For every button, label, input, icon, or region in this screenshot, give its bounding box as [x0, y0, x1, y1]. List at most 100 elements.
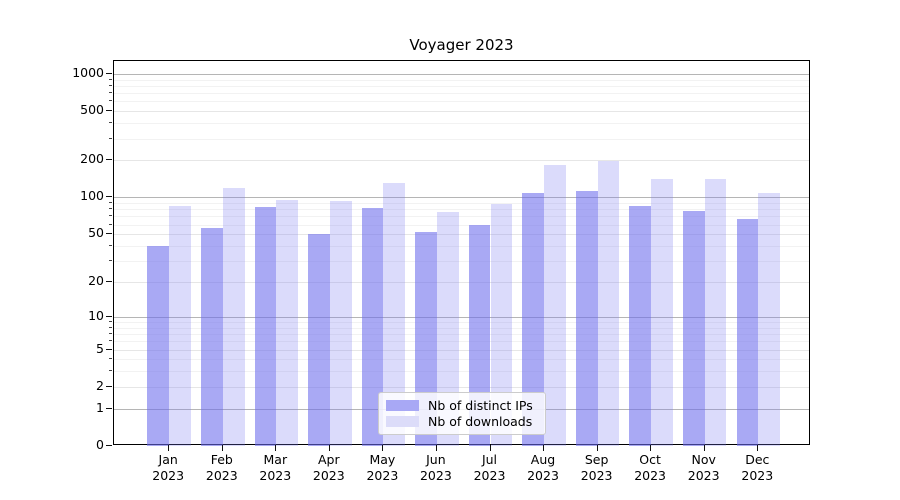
x-tick-label-month: Apr: [317, 452, 340, 467]
y-tick: [106, 348, 112, 350]
x-tick-label-year: 2023: [312, 467, 345, 483]
y-minor-tick: [109, 208, 112, 210]
bar-downloads-may: [383, 183, 406, 446]
bar-distinct-ips-feb: [200, 228, 223, 446]
y-minor-tick: [109, 84, 112, 86]
y-tick: [106, 159, 112, 161]
gridline-minor: [114, 209, 809, 211]
x-tick-label-month: Jan: [158, 452, 178, 467]
bar-distinct-ips-may: [361, 208, 384, 446]
y-minor-tick: [109, 100, 112, 102]
x-tick-label-year: 2023: [419, 467, 452, 483]
x-tick-label-month: Jul: [481, 452, 498, 467]
x-tick: [328, 445, 330, 451]
x-tick: [543, 445, 544, 451]
bar-downloads-mar: [276, 200, 299, 446]
x-tick-label-month: May: [369, 452, 396, 467]
legend-item-distinct-ips: Nb of distinct IPs: [386, 398, 537, 413]
y-minor-tick: [109, 92, 112, 94]
bar-downloads-nov: [704, 179, 727, 446]
bar-distinct-ips-apr: [308, 234, 330, 446]
y-minor-tick: [109, 78, 112, 80]
y-tick-label: 50: [88, 225, 104, 241]
x-tick-label-month: Oct: [639, 452, 661, 467]
bar-downloads-jul: [490, 204, 513, 446]
x-tick: [435, 445, 437, 451]
x-tick: [489, 445, 491, 451]
gridline-decade: [114, 73, 809, 75]
gridline: [114, 234, 809, 236]
y-tick: [106, 196, 112, 198]
y-minor-tick: [109, 321, 112, 322]
y-minor-tick: [109, 137, 112, 139]
x-tick-label-year: 2023: [741, 467, 774, 483]
gridline-minor: [114, 322, 809, 323]
x-tick: [275, 445, 277, 451]
x-tick-label-month: Jun: [426, 452, 446, 467]
gridline: [114, 111, 809, 113]
gridline-minor: [114, 79, 809, 81]
x-tick: [757, 445, 759, 451]
bar-downloads-oct: [651, 179, 673, 446]
gridline-minor: [114, 85, 809, 87]
y-tick: [106, 315, 112, 317]
x-tick-label-year: 2023: [152, 467, 185, 483]
bar-distinct-ips-dec: [736, 218, 759, 446]
y-minor-tick: [109, 122, 112, 124]
gridline-decade: [114, 316, 809, 318]
gridline-minor: [114, 261, 809, 262]
bar-downloads-jan: [169, 206, 191, 446]
bar-distinct-ips-mar: [254, 207, 277, 446]
x-tick-label-year: 2023: [634, 467, 666, 483]
y-minor-tick: [109, 358, 112, 360]
y-tick: [106, 385, 112, 387]
gridline-minor: [114, 334, 809, 335]
legend-label-distinct-ips: Nb of distinct IPs: [428, 398, 533, 413]
x-tick: [596, 445, 598, 451]
legend: Nb of distinct IPs Nb of downloads: [378, 392, 546, 435]
bar-distinct-ips-nov: [682, 210, 705, 446]
gridline-minor: [114, 123, 809, 125]
y-tick-label: 1000: [72, 64, 104, 80]
gridline: [114, 386, 809, 388]
y-minor-tick: [109, 202, 112, 203]
gridline-minor: [114, 138, 809, 140]
y-tick-label: 5: [96, 340, 104, 356]
legend-item-downloads: Nb of downloads: [386, 414, 537, 429]
bar-downloads-jun: [436, 212, 459, 446]
y-minor-tick: [109, 245, 112, 246]
bar-distinct-ips-jan: [147, 246, 170, 446]
x-tick-label-year: 2023: [366, 467, 399, 483]
x-tick-label-month: Mar: [263, 452, 288, 467]
x-tick-label-month: Feb: [210, 452, 233, 467]
gridline-minor: [114, 93, 809, 95]
x-tick-label-year: 2023: [259, 467, 292, 483]
bar-distinct-ips-jul: [468, 224, 491, 446]
gridline-minor: [114, 224, 809, 226]
y-minor-tick: [109, 340, 112, 342]
x-tick-label-month: Nov: [691, 452, 716, 467]
bar-distinct-ips-oct: [629, 206, 652, 446]
y-tick: [106, 233, 112, 235]
bar-distinct-ips-aug: [522, 193, 545, 446]
y-minor-tick: [109, 215, 112, 217]
bar-downloads-sep: [597, 160, 620, 446]
y-minor-tick: [109, 260, 112, 261]
y-minor-tick: [109, 326, 112, 328]
y-tick-label: 10: [88, 307, 104, 323]
x-tick-label-year: 2023: [687, 467, 720, 483]
gridline-minor: [114, 101, 809, 103]
x-tick-label-month: Dec: [745, 452, 770, 467]
bar-downloads-dec: [758, 193, 781, 446]
gridline-minor: [114, 216, 809, 218]
y-minor-tick: [109, 333, 112, 334]
gridline: [114, 282, 809, 283]
legend-swatch-downloads-icon: [386, 416, 419, 427]
bar-downloads-aug: [544, 164, 566, 446]
gridline: [114, 160, 809, 162]
x-tick-label-year: 2023: [205, 467, 238, 483]
gridline: [114, 349, 809, 351]
x-tick-label-year: 2023: [580, 467, 613, 483]
gridline-minor: [114, 359, 809, 361]
